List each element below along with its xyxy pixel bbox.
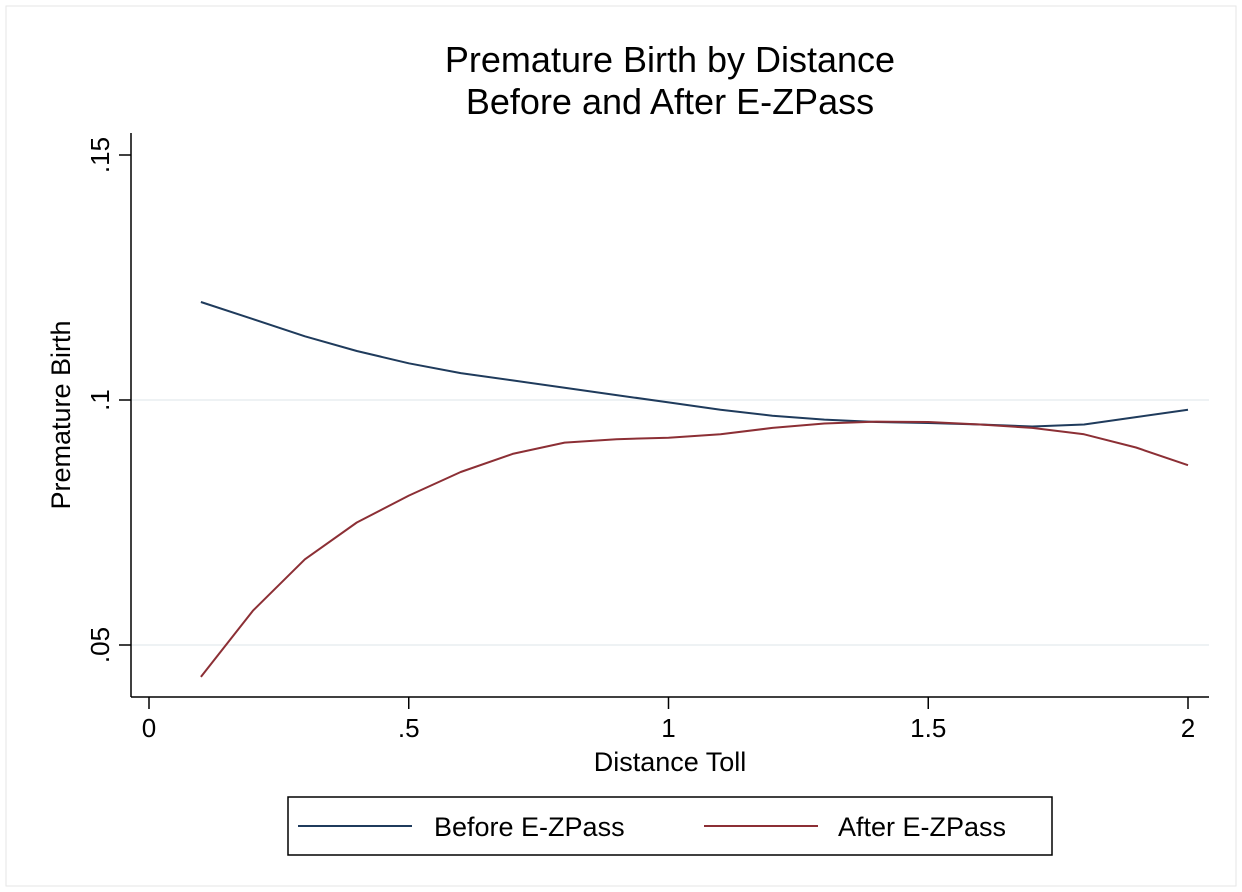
series-line-after (200, 420, 1189, 678)
x-tick-label-0: 0 (142, 713, 156, 743)
legend-box (287, 796, 1053, 856)
x-axis-label: Distance Toll (594, 747, 747, 777)
y-axis-ticks: .05 .1 .15 (85, 137, 131, 663)
y-tick-label-0: .05 (85, 627, 115, 663)
legend-label-before: Before E-ZPass (434, 812, 625, 842)
y-tick-label-1: .1 (85, 389, 115, 411)
x-tick-label-2: 1 (661, 713, 675, 743)
chart-title-line-1: Premature Birth by Distance (445, 39, 895, 80)
x-tick-label-4: 2 (1181, 713, 1195, 743)
series-lines (200, 301, 1189, 678)
gridlines (131, 399, 1209, 646)
legend: Before E-ZPass After E-ZPass (287, 796, 1053, 856)
chart-title-line-2: Before and After E-ZPass (466, 81, 874, 122)
y-tick-label-2: .15 (85, 137, 115, 173)
legend-label-after: After E-ZPass (838, 812, 1006, 842)
axes (130, 133, 1209, 698)
series-line-before (200, 301, 1189, 428)
x-axis-ticks: 0 .5 1 1.5 2 (142, 697, 1195, 743)
x-tick-label-3: 1.5 (910, 713, 946, 743)
outer-border (5, 5, 1237, 887)
y-axis-label: Premature Birth (46, 320, 76, 509)
x-tick-label-1: .5 (398, 713, 420, 743)
